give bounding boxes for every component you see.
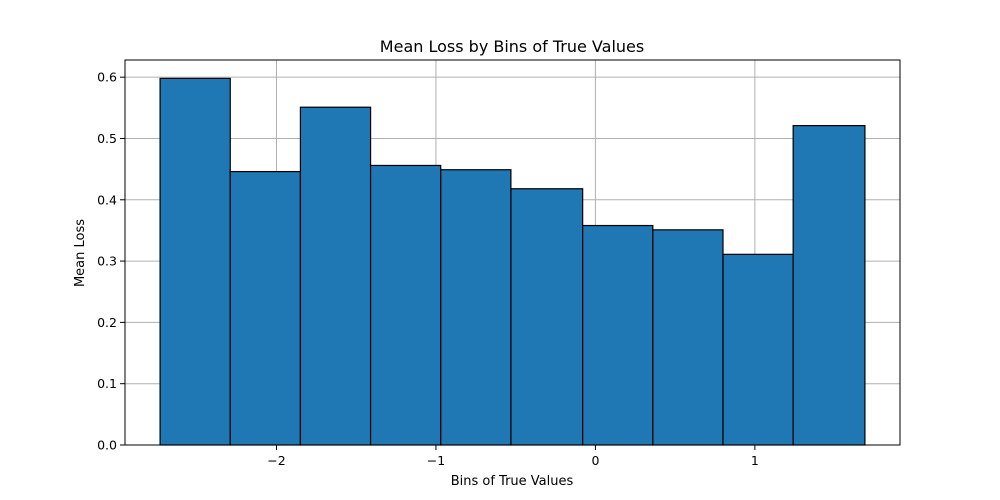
bar xyxy=(652,229,724,446)
bar xyxy=(440,169,512,446)
y-tick-label: 0.1 xyxy=(97,376,117,391)
bar xyxy=(369,164,442,446)
x-tick-label: −1 xyxy=(427,453,445,468)
bar xyxy=(510,188,584,446)
x-tick-label: −2 xyxy=(267,453,285,468)
y-tick-label: 0.2 xyxy=(97,315,117,330)
bars xyxy=(159,77,866,446)
y-tick-label: 0.5 xyxy=(97,131,117,146)
bar xyxy=(582,224,654,446)
y-tick-label: 0.6 xyxy=(97,70,117,85)
y-tick-label: 0.3 xyxy=(97,254,117,269)
y-tick-label: 0.0 xyxy=(97,438,117,453)
x-tick-label: 0 xyxy=(591,453,599,468)
bar xyxy=(229,170,302,446)
bar xyxy=(299,106,372,446)
x-axis-label: Bins of True Values xyxy=(451,474,574,489)
y-axis-ticks: 0.0 0.1 0.2 0.3 0.4 0.5 0.6 xyxy=(97,70,125,453)
x-axis-ticks: −2 −1 0 1 xyxy=(267,445,759,468)
bar xyxy=(722,253,794,446)
bar xyxy=(792,124,866,446)
x-tick-label: 1 xyxy=(751,453,759,468)
plot-frame xyxy=(124,59,901,446)
chart-title: Mean Loss by Bins of True Values xyxy=(380,37,644,56)
y-axis-label: Mean Loss xyxy=(73,219,88,287)
bar xyxy=(159,77,231,446)
y-tick-label: 0.4 xyxy=(97,192,117,207)
